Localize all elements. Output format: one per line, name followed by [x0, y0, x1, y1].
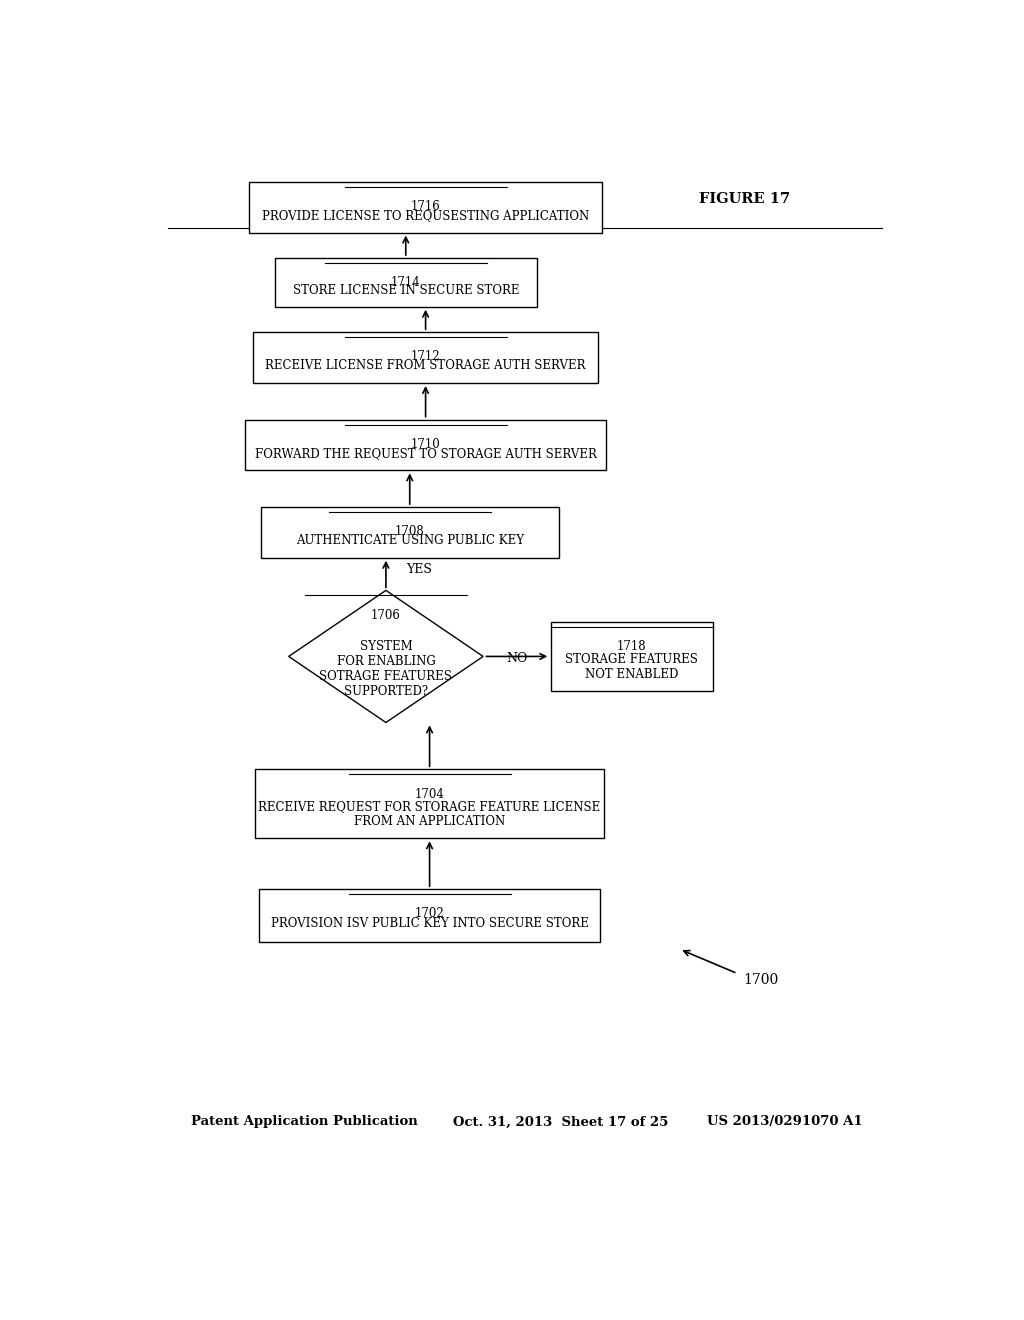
Text: FIGURE 17: FIGURE 17 — [699, 191, 791, 206]
Bar — [245, 420, 606, 470]
Bar — [551, 622, 714, 690]
Bar — [261, 507, 558, 558]
Text: 1702: 1702 — [415, 907, 444, 920]
Text: 1718: 1718 — [617, 640, 647, 653]
Text: 1700: 1700 — [743, 973, 778, 986]
Text: 1704: 1704 — [415, 788, 444, 800]
Bar — [249, 182, 602, 232]
Text: YES: YES — [406, 562, 432, 576]
Text: Oct. 31, 2013  Sheet 17 of 25: Oct. 31, 2013 Sheet 17 of 25 — [454, 1115, 669, 1129]
Bar — [259, 890, 600, 942]
Text: STORE LICENSE IN SECURE STORE: STORE LICENSE IN SECURE STORE — [293, 284, 519, 297]
Bar — [255, 770, 604, 838]
Text: NO: NO — [506, 652, 527, 664]
Bar — [253, 333, 598, 383]
Text: US 2013/0291070 A1: US 2013/0291070 A1 — [708, 1115, 863, 1129]
Text: 1716: 1716 — [411, 201, 440, 213]
Bar — [274, 257, 537, 306]
Text: PROVIDE LICENSE TO REQUSESTING APPLICATION: PROVIDE LICENSE TO REQUSESTING APPLICATI… — [262, 209, 589, 222]
Text: AUTHENTICATE USING PUBLIC KEY: AUTHENTICATE USING PUBLIC KEY — [296, 535, 524, 546]
Text: 1706: 1706 — [371, 609, 400, 622]
Text: STORAGE FEATURES
NOT ENABLED: STORAGE FEATURES NOT ENABLED — [565, 652, 698, 681]
Polygon shape — [289, 590, 483, 722]
Text: 1714: 1714 — [391, 276, 421, 289]
Text: RECEIVE REQUEST FOR STORAGE FEATURE LICENSE
FROM AN APPLICATION: RECEIVE REQUEST FOR STORAGE FEATURE LICE… — [258, 800, 601, 828]
Text: 1710: 1710 — [411, 438, 440, 451]
Text: SYSTEM
FOR ENABLING
SOTRAGE FEATURES
SUPPORTED?: SYSTEM FOR ENABLING SOTRAGE FEATURES SUP… — [319, 640, 453, 698]
Text: RECEIVE LICENSE FROM STORAGE AUTH SERVER: RECEIVE LICENSE FROM STORAGE AUTH SERVER — [265, 359, 586, 372]
Text: PROVISION ISV PUBLIC KEY INTO SECURE STORE: PROVISION ISV PUBLIC KEY INTO SECURE STO… — [270, 917, 589, 931]
Text: 1712: 1712 — [411, 351, 440, 363]
Text: FORWARD THE REQUEST TO STORAGE AUTH SERVER: FORWARD THE REQUEST TO STORAGE AUTH SERV… — [255, 446, 597, 459]
Text: 1708: 1708 — [395, 525, 425, 539]
Text: Patent Application Publication: Patent Application Publication — [191, 1115, 418, 1129]
